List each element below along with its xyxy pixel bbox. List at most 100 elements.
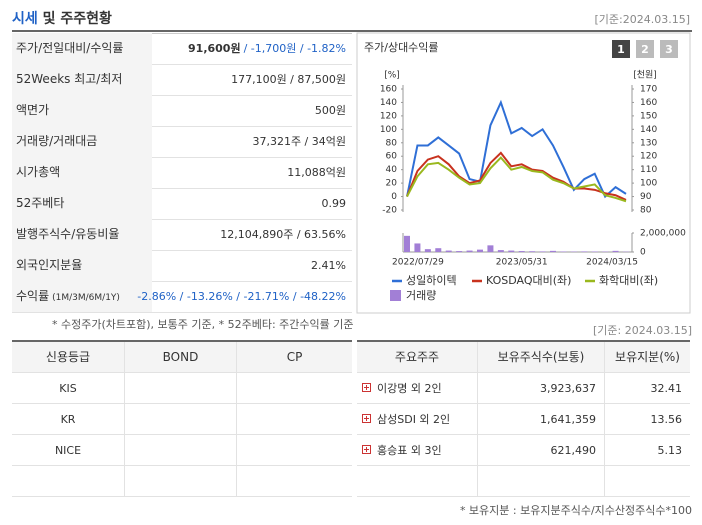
y2-tick-label: 130 [640,138,657,148]
table-cell [237,435,352,466]
x-tick-label: 2024/03/15 [586,258,638,268]
summary-row: 발행주식수/유동비율 12,104,890주 / 63.56% [12,219,352,251]
row-label: 액면가 [12,95,152,126]
series-line [406,99,627,199]
value: 500원 [314,104,346,117]
header-cell: BOND [125,342,237,373]
cell-text: 32.41 [650,382,683,395]
chart-frame [356,32,691,314]
volume-bar [477,249,483,252]
volume-bar [497,250,504,252]
summary-row: 시가총액 11,088억원 [12,157,352,189]
y-tick-label: 20 [386,179,398,189]
cell-text: 홍승표 외 3인 [377,444,442,457]
y2-tick-label: 160 [640,98,657,108]
table-cell: 5.13 [605,435,690,466]
expand-icon[interactable] [362,414,371,423]
y2-tick-label: 170 [640,85,657,95]
table-cell [125,373,237,404]
table-cell: 홍승표 외 3인 [357,435,478,466]
value: 11,088억원 [287,166,346,179]
tab[interactable] [636,40,654,58]
icon-v [366,447,367,452]
volume-bar [445,250,452,252]
y-tick-label: 40 [386,165,398,175]
table-cell [237,404,352,435]
summary-note: * 수정주가(차트포함), 보통주 기준, * 52주베타: 주간수익률 기준 [52,318,354,331]
row-value: 37,321주 / 34억원 [252,126,346,157]
header-title: 시세 및 주주현황 [12,8,112,28]
cell-text: NICE [54,444,82,457]
y2-tick-label: 80 [640,206,652,216]
volume-bar [456,251,463,252]
volume-bar [487,245,494,252]
summary-row: 52Weeks 최고/최저 177,100원 / 87,500원 [12,64,352,96]
tab-label: 2 [641,43,649,56]
y2-tick-label: 110 [640,165,657,175]
header-cell: 신용등급 [12,342,125,373]
tab[interactable] [612,40,630,58]
cell-text: KIS [59,382,77,395]
table-cell [125,404,237,435]
table-cell: 621,490 [478,435,605,466]
y-tick-label: 160 [380,85,397,95]
y-tick-label: 60 [386,152,398,162]
volume-bar [612,250,619,252]
legend-label: 성일하이텍 [406,273,457,287]
volume-bar [518,251,525,252]
label: 외국인지분율 [16,258,83,272]
table-cell [605,466,690,497]
title-rest: 및 주주현황 [37,11,112,27]
summary-row: 52주베타 0.99 [12,188,352,220]
label: 52Weeks 최고/최저 [16,72,123,86]
row-value: 2.41% [311,250,346,281]
summary-row: 거래량/거래대금 37,321주 / 34억원 [12,126,352,158]
volume-tick-label: 2,000,000 [640,229,686,239]
expand-icon[interactable] [362,383,371,392]
value: -2.86% / -13.26% / -21.71% / -48.22% [137,290,346,303]
summary-top-rule [12,33,352,34]
tab-label: 3 [665,43,673,56]
table-top-rule [12,340,352,342]
table-cell: KIS [12,373,125,404]
tab-label: 1 [617,43,625,56]
row-label: 발행주식수/유동비율 [12,219,152,250]
volume-bar [404,235,410,252]
y-tick-label: 120 [380,111,397,121]
header-cell: 주요주주 [357,342,478,373]
volume-bar [581,251,588,252]
chart-title: 주가/상대수익률 [364,41,439,54]
series-line [406,151,627,201]
volume-bar [550,250,556,252]
row-label: 수익률 (1M/3M/6M/1Y) [12,281,152,312]
label: 52주베타 [16,196,65,210]
y2-tick-label: 120 [640,152,657,162]
volume-bar [435,248,442,252]
legend-swatch [390,290,401,301]
cell-text: KR [60,413,76,426]
table-cell [478,466,605,497]
y-tick-label: 80 [386,138,398,148]
row-label: 52주베타 [12,188,152,219]
holders-date: [기준: 2024.03.15] [592,324,692,337]
value: 177,100원 / 87,500원 [231,73,346,86]
row-value: 12,104,890주 / 63.56% [220,219,346,250]
label: 거래량/거래대금 [16,134,98,148]
row-label: 외국인지분율 [12,250,152,281]
tab[interactable] [660,40,678,58]
header-cell: 보유주식수(보통) [478,342,605,373]
header-cell: 보유지분(%) [605,342,690,373]
volume-bar [414,243,421,252]
cell-text: 1,641,359 [540,413,596,426]
summary-row: 주가/전일대비/수익률 91,600원 / -1,700원 / -1.82% [12,33,352,65]
volume-bar [424,249,431,252]
holders-note: * 보유지분 : 보유지분주식수/지수산정주식수*100 [459,504,692,517]
expand-icon[interactable] [362,445,371,454]
x-tick-label: 2023/05/31 [496,258,548,268]
table-cell [125,466,237,497]
table-top-rule [357,340,690,342]
volume-bar [539,251,546,252]
header-date: [기준:2024.03.15] [594,13,690,26]
